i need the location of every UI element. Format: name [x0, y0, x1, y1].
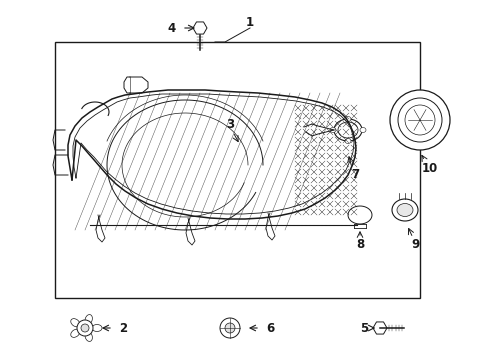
Ellipse shape [71, 319, 80, 327]
Circle shape [389, 90, 449, 150]
Text: 4: 4 [167, 22, 176, 36]
Circle shape [224, 323, 235, 333]
Polygon shape [347, 206, 371, 224]
Ellipse shape [333, 119, 361, 141]
Circle shape [77, 320, 93, 336]
Ellipse shape [71, 329, 80, 337]
Text: 2: 2 [119, 321, 127, 334]
Ellipse shape [345, 117, 350, 122]
Circle shape [397, 98, 441, 142]
Circle shape [404, 105, 434, 135]
Ellipse shape [359, 127, 365, 132]
Text: 5: 5 [359, 321, 367, 334]
Text: 1: 1 [245, 15, 254, 28]
Ellipse shape [329, 127, 335, 132]
Text: 6: 6 [265, 321, 274, 334]
Circle shape [220, 318, 240, 338]
Text: 10: 10 [421, 162, 437, 175]
Bar [55, 42, 419, 298]
Ellipse shape [345, 139, 350, 144]
Ellipse shape [396, 203, 412, 216]
Text: 3: 3 [225, 118, 234, 131]
Polygon shape [372, 322, 386, 334]
Polygon shape [193, 22, 206, 34]
Text: 9: 9 [410, 238, 418, 252]
Ellipse shape [85, 332, 92, 341]
Ellipse shape [92, 324, 102, 332]
Ellipse shape [337, 122, 357, 138]
Ellipse shape [391, 199, 417, 221]
Text: 8: 8 [355, 238, 364, 252]
Circle shape [81, 324, 89, 332]
Ellipse shape [85, 315, 92, 324]
Text: 7: 7 [350, 168, 358, 181]
